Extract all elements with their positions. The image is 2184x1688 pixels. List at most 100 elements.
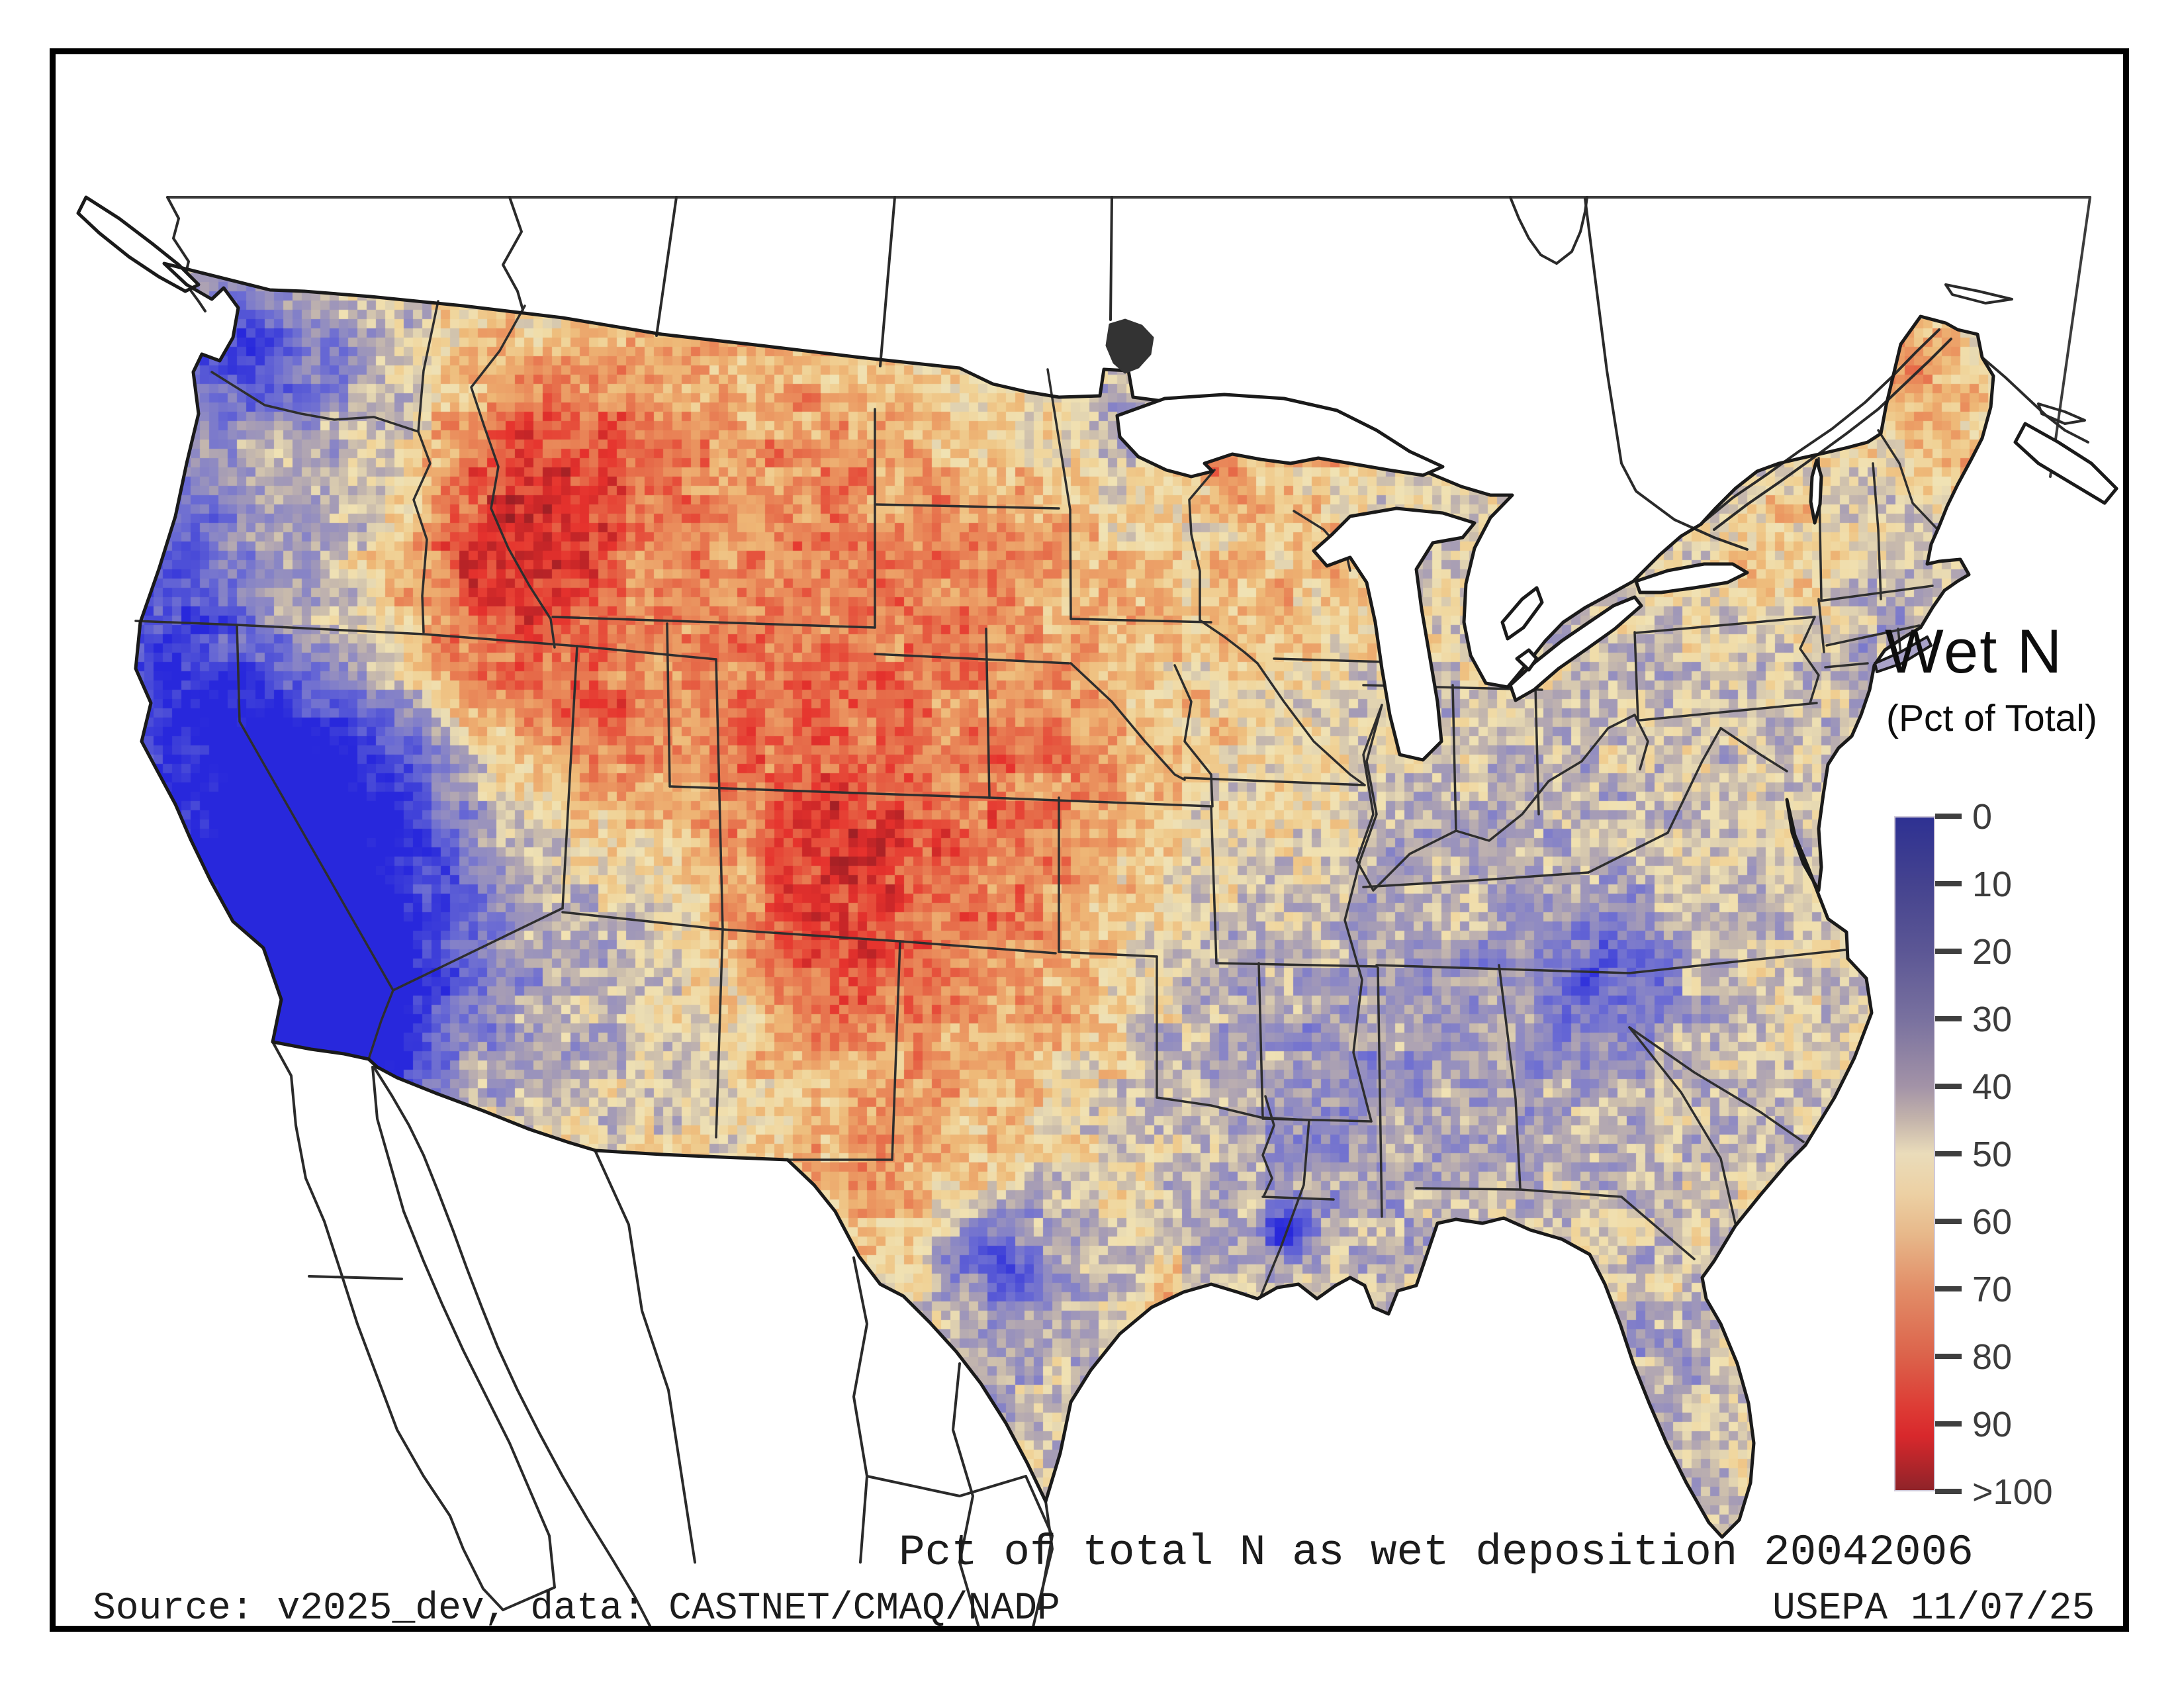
state-border-line	[988, 796, 1212, 808]
canada-boundary-line	[1713, 338, 1952, 531]
state-border-line	[1375, 964, 1631, 974]
state-border-line	[1372, 714, 1636, 892]
legend-title: Wet N	[1885, 616, 2064, 686]
state-border-line	[1069, 662, 1186, 781]
canada-boundary-line	[1701, 328, 1940, 524]
state-border-line	[1799, 616, 1820, 704]
mexico-boundary-line	[271, 1041, 504, 1611]
colorbar-tick	[1935, 1084, 1962, 1089]
us-coastline-outline	[134, 261, 1995, 1539]
canada-boundary-line	[1509, 196, 1588, 265]
state-border-line	[1817, 585, 1934, 602]
colorbar-tick-label: >100	[1972, 1472, 2053, 1512]
state-border-line	[1628, 1026, 1737, 1225]
colorbar-tick-label: 30	[1972, 1000, 2013, 1039]
mexico-boundary-line	[866, 1475, 1027, 1497]
plot-frame	[50, 48, 2129, 1632]
lake-erie	[1508, 595, 1643, 702]
state-border-line	[1824, 662, 1869, 669]
state-border-line	[1666, 727, 1722, 834]
state-border-line	[417, 300, 439, 433]
long-island	[1874, 635, 1933, 673]
colorbar-tick-label: 0	[1972, 797, 1993, 837]
state-border-line	[1261, 1196, 1335, 1201]
colorbar-tick	[1935, 1151, 1962, 1156]
lake-ontario	[1634, 562, 1749, 594]
state-border-line	[666, 622, 671, 788]
canada-boundary-line	[2037, 402, 2086, 425]
state-border-line	[891, 940, 901, 1161]
state-border-line	[561, 645, 578, 910]
state-border-line	[1639, 702, 1818, 722]
colorbar-tick	[1935, 1286, 1962, 1291]
saginaw-bay	[1500, 586, 1544, 641]
state-border-line	[1633, 714, 1649, 771]
nova-scotia	[2013, 422, 2118, 505]
state-border-line	[715, 928, 724, 1139]
state-border-line	[1719, 727, 1788, 773]
legend-subtitle: (Pct of Total)	[1886, 697, 2097, 739]
colorbar-tick	[1935, 1489, 1962, 1494]
state-border-line	[874, 653, 1070, 665]
state-border-line	[1257, 962, 1264, 1119]
lake-champlain	[1809, 458, 1823, 525]
lake-of-the-woods	[1105, 318, 1154, 374]
canada-boundary-line	[1944, 283, 2013, 305]
canada-boundary-line	[1584, 197, 1749, 551]
colorbar-tick	[1935, 1016, 1962, 1021]
state-border-line	[1215, 962, 1378, 968]
colorbar-tick-label: 50	[1972, 1135, 2013, 1174]
state-border-line	[874, 503, 1060, 510]
canada-boundary-line	[166, 196, 206, 312]
mexico-boundary-line	[594, 1150, 696, 1564]
state-border-line	[1377, 966, 1383, 1218]
colorbar-tick-label: 60	[1972, 1202, 2013, 1242]
state-border-line	[1261, 1117, 1373, 1123]
state-border-line	[1261, 1095, 1275, 1197]
state-border-line	[1069, 618, 1212, 624]
mexico-boundary-line	[371, 1066, 556, 1611]
state-border-line	[412, 430, 432, 633]
source-text: Source: v2025_dev, data: CASTNET/CMAQ/NA…	[93, 1587, 1060, 1630]
caption-title: Pct of total N as wet deposition 2004200…	[899, 1528, 1974, 1577]
colorbar-tick-label: 20	[1972, 932, 2013, 972]
colorbar-tick-label: 80	[1972, 1337, 2013, 1377]
state-border-line	[985, 628, 991, 799]
state-border-line	[1451, 684, 1457, 832]
state-border-line	[1173, 664, 1214, 808]
colorbar-tick-label: 70	[1972, 1270, 2013, 1309]
colorbar	[1894, 816, 1935, 1491]
state-border-line	[210, 371, 420, 433]
state-border-line	[1498, 964, 1522, 1190]
state-border-line	[392, 907, 564, 992]
state-border-line	[1259, 1119, 1310, 1297]
state-border-line	[1877, 429, 1939, 531]
colorbar-tick-label: 90	[1972, 1405, 2013, 1444]
canada-boundary-line	[1981, 356, 2089, 444]
lake-st-clair	[1515, 648, 1539, 672]
canada-boundary-line	[1109, 196, 1113, 321]
state-border-line	[668, 785, 991, 799]
canada-boundary-line	[502, 196, 524, 311]
domain-clip-line	[2049, 196, 2091, 478]
mexico-boundary-line	[1031, 1500, 1054, 1631]
lake-superior	[1115, 393, 1445, 479]
state-border-line	[1362, 871, 1590, 888]
state-border-line	[1587, 831, 1669, 874]
colorbar-tick	[1935, 1354, 1962, 1359]
state-border-line	[1046, 368, 1071, 511]
state-border-line	[1210, 805, 1218, 964]
state-border-line	[1633, 631, 1639, 722]
state-border-line	[1628, 949, 1846, 974]
state-border-line	[470, 305, 556, 649]
state-border-line	[715, 658, 724, 931]
mexico-boundary-line	[952, 1362, 981, 1631]
state-border-line	[1058, 951, 1158, 958]
colorbar-tick	[1935, 949, 1962, 954]
state-border-line	[236, 624, 394, 992]
state-border-line	[1872, 462, 1882, 600]
colorbar-tick	[1935, 1219, 1962, 1224]
state-border-line	[1534, 686, 1540, 816]
colorbar-tick-label: 10	[1972, 865, 2013, 904]
